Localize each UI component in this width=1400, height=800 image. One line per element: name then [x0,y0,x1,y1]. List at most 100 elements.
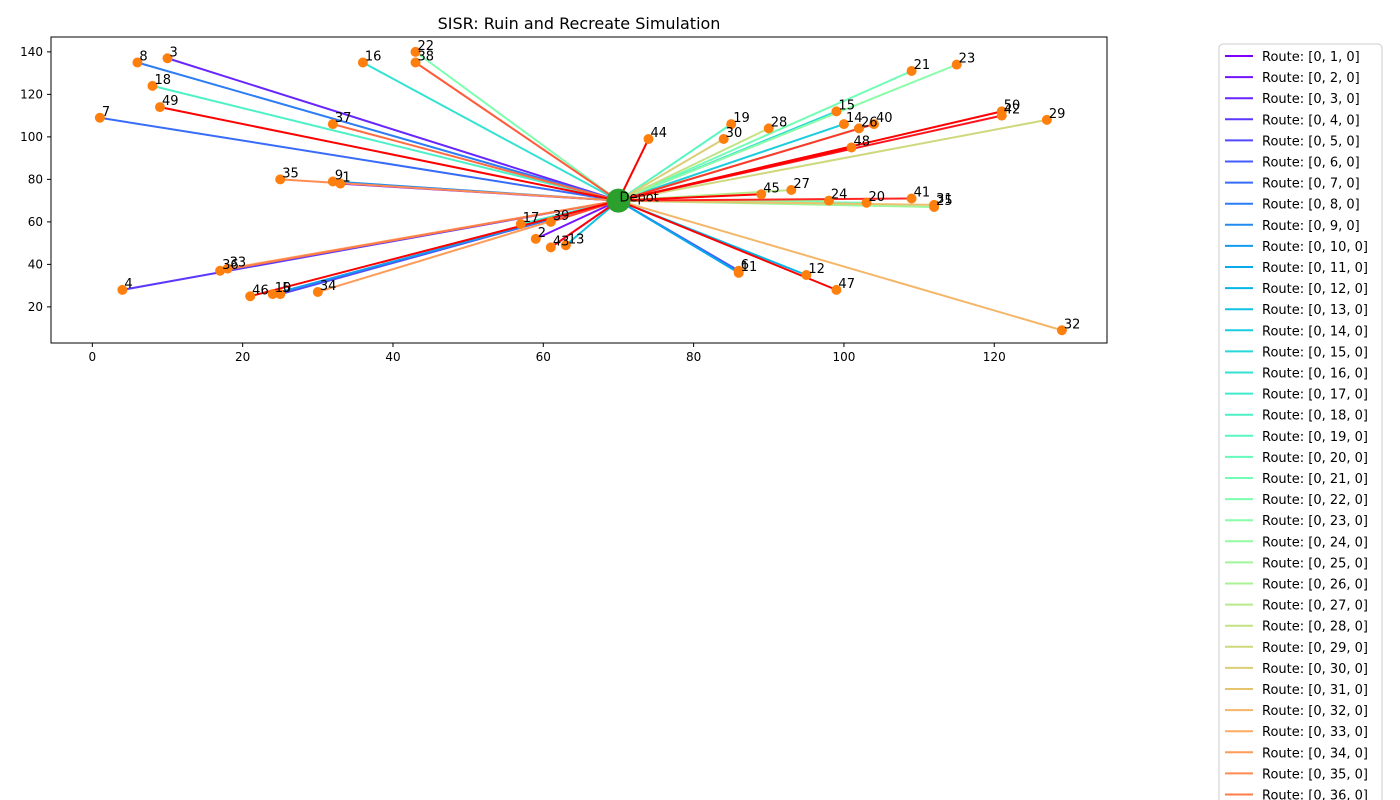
customer-point [245,291,256,302]
customer-label: 12 [808,262,825,277]
customer-point [530,233,541,244]
route-line [618,127,770,202]
customer-point [838,119,849,130]
customer-point [410,57,421,68]
customer-label: 7 [102,105,110,120]
legend-entry: Route: [0, 4, 0] [1262,113,1360,128]
y-tick-label: 60 [28,215,43,229]
x-tick-label: 0 [89,350,97,364]
route-lines [99,51,1063,332]
route-line [618,123,845,202]
route-line [617,138,725,202]
x-tick-label: 120 [983,350,1006,364]
customer-label: 15 [838,98,855,113]
customer-point [643,134,654,144]
customer-point [726,119,737,130]
customer-point [831,284,842,295]
customer-label: 32 [1064,317,1081,332]
route-line [617,123,732,202]
route-line [167,57,619,202]
customer-label: 4 [124,277,132,292]
customer-label: 35 [282,166,299,181]
customer-label: 21 [914,58,931,73]
legend-entry: Route: [0, 20, 0] [1262,451,1368,466]
customer-label: 28 [771,115,788,130]
x-tick-label: 80 [686,350,701,364]
customer-point [906,66,917,76]
legend-entry: Route: [0, 16, 0] [1262,367,1368,382]
route-line [362,61,619,202]
customer-label: 36 [222,258,239,273]
customer-point [929,199,940,210]
legend-entry: Route: [0, 10, 0] [1262,240,1368,255]
route-line [618,63,958,202]
customer-label: 19 [733,111,750,126]
customer-label: 46 [252,283,269,298]
customer-label: 11 [741,260,758,275]
customer-point [801,270,812,280]
legend-entry: Route: [0, 25, 0] [1262,556,1368,571]
customer-label: 48 [853,135,870,150]
legend-entry: Route: [0, 35, 0] [1262,767,1368,782]
legend-entry: Route: [0, 12, 0] [1262,282,1368,297]
legend-entry: Route: [0, 11, 0] [1262,261,1368,276]
route-line [618,118,1048,202]
depot-point [606,188,631,213]
customer-label: 40 [876,111,893,126]
route-line [618,123,875,202]
route-line [618,70,912,202]
depot-label: Depot [619,191,658,206]
legend-entry: Route: [0, 6, 0] [1262,156,1360,171]
customer-point [275,174,286,185]
customer-label: 23 [959,52,976,67]
customer-label: 20 [868,190,885,205]
route-line [159,106,619,202]
customer-label: 30 [726,126,743,141]
legend-entry: Route: [0, 7, 0] [1262,177,1360,192]
customer-point [275,289,286,300]
route-line [414,61,620,202]
legend-entry: Route: [0, 14, 0] [1262,324,1368,339]
customer-point [718,134,729,144]
customer-label: 50 [1004,98,1021,113]
plot-frame [50,36,1108,344]
route-line [618,199,837,291]
customer-label: 39 [553,209,570,224]
legend-entry: Route: [0, 36, 0] [1262,789,1368,800]
customer-label: 16 [365,50,382,65]
route-line [618,199,935,206]
customer-point [222,263,233,274]
legend-entry: Route: [0, 1, 0] [1262,50,1360,65]
y-tick-label: 140 [20,45,43,59]
customer-label: 10 [275,281,292,296]
customer-point [733,267,744,278]
y-tick-label: 20 [28,300,43,314]
route-line [219,199,619,272]
legend-entry: Route: [0, 29, 0] [1262,641,1368,656]
legend-entry: Route: [0, 33, 0] [1262,725,1368,740]
legend-entry: Route: [0, 19, 0] [1262,430,1368,445]
route-line [414,51,620,202]
chart-title: SISR: Ruin and Recreate Simulation [438,14,721,33]
customer-point [869,119,880,130]
legend-entry: Route: [0, 21, 0] [1262,472,1368,487]
customer-label: 31 [936,192,953,207]
customer-point [996,106,1007,117]
customer-point [267,289,278,300]
route-line [618,197,912,202]
route-line [618,110,1003,202]
legend-entry: Route: [0, 24, 0] [1262,535,1368,550]
customer-label: 33 [230,256,247,271]
legend-entry: Route: [0, 31, 0] [1262,683,1368,698]
route-line [618,193,762,202]
customer-point [410,46,421,57]
customer-points [94,46,1067,336]
legend-entry: Route: [0, 23, 0] [1262,514,1368,529]
customer-point [147,80,158,91]
customer-point [545,242,556,253]
route-line [249,199,619,298]
customer-label: 45 [763,181,780,196]
customer-point [906,193,917,204]
